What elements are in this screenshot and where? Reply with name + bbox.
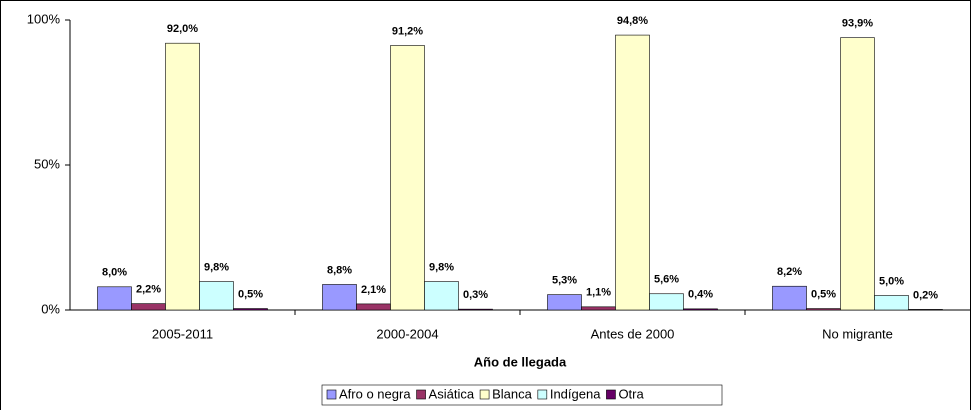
bar: [233, 308, 268, 311]
value-label: 92,0%: [167, 23, 198, 35]
x-tick-label: Antes de 2000: [591, 326, 675, 341]
value-label: 0,2%: [913, 289, 938, 301]
bar: [165, 42, 200, 311]
bar: [840, 37, 875, 311]
bar: [424, 281, 459, 311]
value-label: 91,2%: [392, 25, 423, 37]
bar: [390, 45, 425, 311]
value-label: 8,2%: [777, 266, 802, 278]
bar: [683, 308, 718, 311]
value-label: 8,8%: [327, 264, 352, 276]
bar: [806, 308, 841, 311]
bar: [874, 295, 909, 311]
value-label: 94,8%: [617, 15, 648, 27]
bar: [547, 294, 582, 311]
value-label: 93,9%: [842, 18, 873, 30]
bar: [908, 309, 943, 311]
legend-label: Afro o negra: [339, 386, 411, 401]
bar: [322, 284, 357, 311]
value-label: 5,3%: [552, 275, 577, 287]
y-tick-label: 100%: [27, 11, 61, 26]
value-label: 9,8%: [204, 261, 229, 273]
value-label: 0,5%: [238, 288, 263, 300]
legend-label: Otra: [618, 386, 644, 401]
bar: [458, 308, 493, 311]
legend-label: Indígena: [550, 386, 601, 401]
value-label: 0,4%: [688, 289, 713, 301]
bar: [649, 293, 684, 311]
bar: [615, 34, 650, 311]
legend-label: Asiática: [429, 386, 475, 401]
bar: [199, 281, 234, 311]
value-label: 8,0%: [102, 267, 127, 279]
x-tick-label: 2000-2004: [376, 326, 438, 341]
legend-swatch: [537, 389, 548, 400]
legend-swatch: [479, 389, 490, 400]
x-tick-label: No migrante: [822, 326, 893, 341]
legend-swatch: [416, 389, 426, 400]
bar: [581, 306, 616, 311]
x-axis-label: Año de llegada: [474, 354, 567, 369]
y-tick-label: 50%: [34, 156, 60, 171]
value-label: 9,8%: [429, 261, 454, 273]
value-label: 5,6%: [654, 274, 679, 286]
value-label: 2,2%: [136, 284, 161, 296]
legend-swatch: [606, 389, 616, 400]
bar: [772, 285, 807, 311]
bar: [356, 303, 391, 311]
legend-label: Blanca: [492, 386, 533, 401]
bar: [97, 286, 132, 311]
value-label: 1,1%: [586, 287, 611, 299]
legend-swatch: [326, 389, 337, 400]
value-label: 0,5%: [811, 288, 836, 300]
bar: [131, 303, 166, 311]
y-tick-label: 0%: [41, 301, 60, 316]
value-label: 5,0%: [879, 275, 904, 287]
value-label: 0,3%: [463, 289, 488, 301]
value-label: 2,1%: [361, 284, 386, 296]
x-tick-label: 2005-2011: [152, 326, 213, 341]
